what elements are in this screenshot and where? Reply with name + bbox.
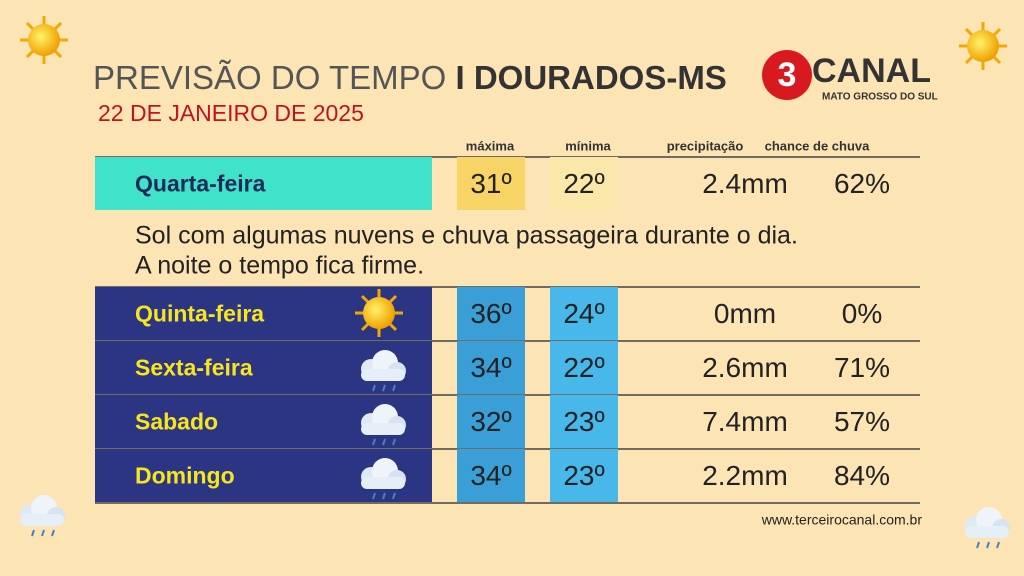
column-header: mínima bbox=[565, 138, 611, 153]
max-cell bbox=[457, 157, 525, 210]
sun-icon bbox=[353, 287, 405, 339]
column-header: precipitação bbox=[667, 138, 744, 153]
max-temp: 32º bbox=[470, 406, 511, 437]
max-cell bbox=[457, 287, 525, 340]
title: PREVISÃO DO TEMPO I DOURADOS-MS bbox=[93, 59, 727, 96]
date: 22 DE JANEIRO DE 2025 bbox=[98, 100, 364, 126]
min-temp: 23º bbox=[563, 460, 604, 491]
precipitation: 2.6mm bbox=[702, 352, 788, 383]
logo-number: 3 bbox=[778, 56, 797, 94]
website: www.terceirocanal.com.br bbox=[761, 512, 923, 528]
precipitation: 2.4mm bbox=[702, 168, 788, 199]
min-cell bbox=[550, 395, 618, 448]
min-temp: 22º bbox=[563, 168, 604, 199]
description: A noite o tempo fica firme. bbox=[135, 252, 424, 280]
min-cell bbox=[550, 287, 618, 340]
min-cell bbox=[550, 157, 618, 210]
precipitation: 7.4mm bbox=[702, 406, 788, 437]
max-temp: 34º bbox=[470, 460, 511, 491]
cloud-decoration bbox=[19, 494, 66, 537]
rain-chance: 62% bbox=[834, 168, 890, 199]
day-name: Sabado bbox=[135, 409, 218, 435]
max-temp: 34º bbox=[470, 352, 511, 383]
column-header: máxima bbox=[466, 138, 515, 153]
sun-decoration bbox=[957, 20, 1009, 72]
day-name: Quinta-feira bbox=[135, 301, 264, 327]
column-header: chance de chuva bbox=[765, 138, 871, 153]
precipitation: 2.2mm bbox=[702, 460, 788, 491]
description: Sol com algumas nuvens e chuva passageir… bbox=[135, 222, 798, 250]
min-cell bbox=[550, 449, 618, 502]
rain-chance: 84% bbox=[834, 460, 890, 491]
rain-chance: 0% bbox=[842, 298, 882, 329]
min-temp: 24º bbox=[563, 298, 604, 329]
max-cell bbox=[457, 341, 525, 394]
max-cell bbox=[457, 449, 525, 502]
logo-badge bbox=[762, 50, 812, 100]
day-name: Quarta-feira bbox=[135, 171, 266, 197]
rain-chance: 71% bbox=[834, 352, 890, 383]
min-temp: 22º bbox=[563, 352, 604, 383]
title-text: PREVISÃO DO TEMPO bbox=[93, 59, 446, 96]
cloud-decoration bbox=[964, 506, 1011, 549]
logo-name: CANAL bbox=[812, 52, 931, 90]
min-cell bbox=[550, 341, 618, 394]
max-temp: 31º bbox=[470, 168, 511, 199]
day-cell bbox=[95, 157, 432, 210]
max-temp: 36º bbox=[470, 298, 511, 329]
day-name: Sexta-feira bbox=[135, 355, 253, 381]
location: I DOURADOS-MS bbox=[455, 59, 726, 96]
precipitation: 0mm bbox=[714, 298, 776, 329]
sun-decoration bbox=[18, 14, 70, 66]
day-name: Domingo bbox=[135, 463, 235, 489]
logo-region: MATO GROSSO DO SUL bbox=[822, 92, 938, 103]
rain-chance: 57% bbox=[834, 406, 890, 437]
min-temp: 23º bbox=[563, 406, 604, 437]
max-cell bbox=[457, 395, 525, 448]
